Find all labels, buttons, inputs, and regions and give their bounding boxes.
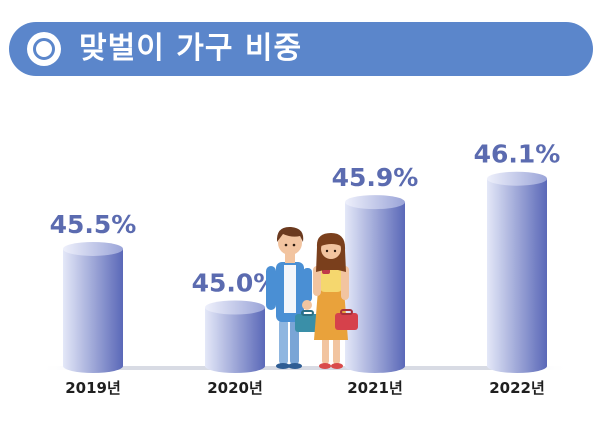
category-label: 2022년 (489, 379, 545, 397)
bar-top-2019년 (63, 241, 123, 256)
bar-top-2020년 (205, 300, 265, 315)
bar-2021년 (345, 202, 405, 373)
circle-bullet-icon (27, 32, 61, 66)
category-label: 2020년 (207, 379, 263, 397)
bar-2022년 (487, 178, 547, 373)
title-banner: 맞벌이 가구 비중 (9, 22, 593, 76)
value-label: 45.5% (50, 210, 137, 239)
value-label: 45.0% (192, 268, 279, 297)
value-label: 46.1% (474, 140, 561, 169)
category-label: 2019년 (65, 379, 121, 397)
woman-figure (313, 233, 358, 369)
value-label: 45.9% (332, 163, 419, 192)
bar-2019년 (63, 248, 123, 373)
bar-top-2022년 (487, 171, 547, 186)
category-label: 2021년 (347, 379, 403, 397)
bars-group: 45.5% 2019년 45.0% 2020년 45.9% 2021년 46.1% 2022년 (50, 140, 561, 397)
couple-illustration (266, 226, 358, 369)
bar-2020년 (205, 307, 265, 373)
floor-line (40, 366, 570, 370)
man-figure (266, 226, 320, 369)
bar-top-2021년 (345, 195, 405, 210)
page-title: 맞벌이 가구 비중 (79, 31, 303, 66)
